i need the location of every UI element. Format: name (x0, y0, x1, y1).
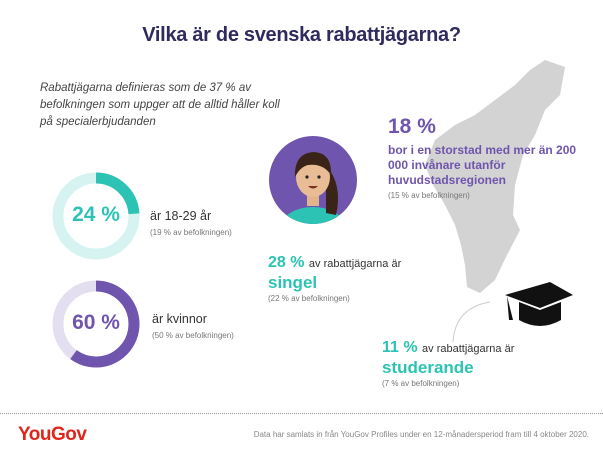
women-donut-fill (52, 280, 140, 368)
single-value: 28 % (268, 254, 305, 271)
single-text: av rabattjägarna är (308, 258, 402, 270)
student-label: studerande (382, 358, 474, 377)
single-line: 28 % av rabattjägarna är (268, 254, 401, 272)
women-label: är kvinnor (152, 312, 207, 326)
sweden-map-icon (425, 60, 565, 293)
student-value: 11 % (382, 339, 418, 356)
page-title: Vilka är de svenska rabattjägarna? (142, 24, 461, 46)
women-sub: (50 % av befolkningen) (152, 331, 234, 340)
footer-note: Data har samlats in från YouGov Profiles… (253, 430, 589, 439)
student-sub: (7 % av befolkningen) (382, 379, 460, 388)
avatar-woman-icon (269, 136, 357, 224)
single-label: singel (268, 273, 318, 292)
city-value: 18 % (388, 115, 436, 138)
women-donut-chart (52, 280, 140, 368)
age-sub: (19 % av befolkningen) (150, 228, 232, 237)
age-donut-chart (52, 172, 140, 260)
age-label: är 18-29 år (150, 209, 212, 223)
footer-divider (0, 413, 603, 414)
age-value: 24 % (72, 203, 120, 226)
graduation-cap-icon (452, 282, 573, 343)
student-line: 11 % av rabattjägarna är (382, 339, 514, 357)
age-donut-fill (52, 172, 140, 260)
city-label: bor i en storstad med mer än 200 000 inv… (388, 143, 577, 187)
single-sub: (22 % av befolkningen) (268, 294, 350, 303)
student-text: av rabattjägarna är (422, 343, 515, 355)
women-value: 60 % (72, 311, 120, 334)
yougov-logo: YouGov (18, 424, 87, 445)
city-sub: (15 % av befolkningen) (388, 191, 470, 200)
intro-text: Rabattjägarna definieras som de 37 % av … (40, 82, 280, 128)
